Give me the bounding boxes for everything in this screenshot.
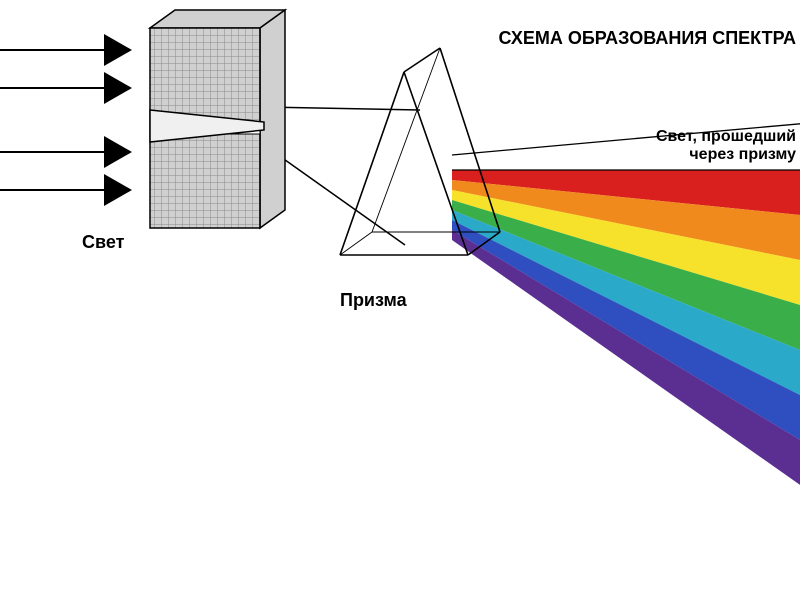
light-arrows	[0, 50, 130, 190]
title-label: СХЕМА ОБРАЗОВАНИЯ СПЕКТРА	[499, 28, 797, 49]
light-label: Свет	[82, 232, 124, 253]
output-label: Свет, прошедший через призму	[656, 128, 796, 164]
spectrum-bands	[452, 122, 800, 499]
prism-label: Призма	[340, 290, 407, 311]
